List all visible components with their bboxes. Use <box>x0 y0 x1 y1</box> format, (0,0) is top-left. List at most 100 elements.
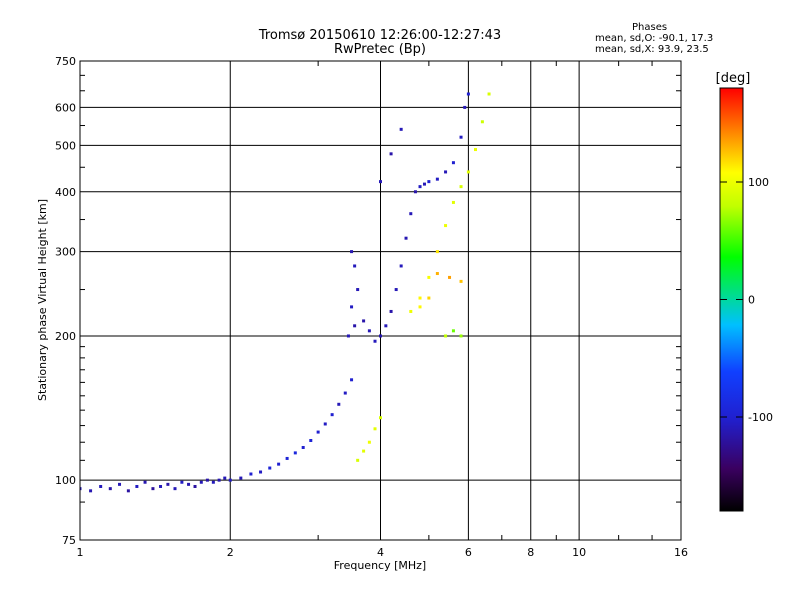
data-point <box>389 152 393 156</box>
data-point <box>356 458 360 462</box>
colorbar-ticks: 100 0 -100 <box>720 176 773 424</box>
colorbar-tick-label: 0 <box>748 294 755 307</box>
data-point <box>473 148 477 152</box>
data-point <box>259 470 263 474</box>
data-point <box>199 480 203 484</box>
data-point <box>285 456 289 460</box>
data-point <box>459 135 463 139</box>
data-point <box>151 487 155 491</box>
y-tick-label: 500 <box>55 139 76 152</box>
data-point <box>444 224 448 228</box>
data-point <box>448 275 452 279</box>
data-point <box>466 92 470 96</box>
data-point <box>435 272 439 276</box>
y-tick-label: 200 <box>55 330 76 343</box>
data-point <box>350 250 354 254</box>
chart-title: Tromsø 20150610 12:26:00-12:27:43 <box>258 28 502 43</box>
x-tick-label: 8 <box>527 546 534 559</box>
data-point <box>330 413 334 417</box>
data-point <box>384 324 388 328</box>
data-point <box>353 264 357 268</box>
data-point <box>205 478 209 482</box>
data-point <box>89 489 93 493</box>
y-axis-ticks: 75 100 200 300 400 500 600 750 <box>55 55 681 547</box>
data-point <box>301 445 305 449</box>
x-tick-label: 10 <box>572 546 586 559</box>
data-point <box>435 177 439 181</box>
data-point <box>444 334 448 338</box>
data-point <box>350 305 354 309</box>
data-point <box>277 462 281 466</box>
grid-lines <box>80 61 681 540</box>
data-point <box>427 275 431 279</box>
data-point <box>135 484 139 488</box>
x-axis-ticks: 1 2 4 6 8 10 16 <box>77 61 688 559</box>
data-point <box>451 329 455 333</box>
phase-heading: Phases <box>632 22 668 33</box>
data-point <box>451 161 455 165</box>
data-point <box>159 484 163 488</box>
data-point <box>211 480 215 484</box>
x-tick-label: 4 <box>377 546 384 559</box>
data-point <box>309 439 313 443</box>
data-point <box>362 319 366 323</box>
data-point <box>323 422 327 426</box>
data-point <box>268 466 272 470</box>
data-point <box>480 120 484 124</box>
data-point <box>466 170 470 174</box>
data-point <box>418 185 422 189</box>
data-point <box>379 416 382 420</box>
data-point <box>427 180 431 184</box>
data-point <box>404 236 408 240</box>
y-tick-label: 400 <box>55 186 76 199</box>
data-point <box>362 449 366 453</box>
data-point <box>187 482 191 486</box>
colorbar-tick-label: -100 <box>748 411 773 424</box>
data-point <box>451 200 455 204</box>
data-point <box>373 427 377 431</box>
data-point <box>143 480 147 484</box>
data-point <box>118 482 122 486</box>
data-point <box>487 92 491 96</box>
x-tick-label: 2 <box>227 546 234 559</box>
y-tick-label: 75 <box>62 534 76 547</box>
y-tick-label: 600 <box>55 101 76 114</box>
data-point <box>180 480 184 484</box>
x-axis-label: Frequency [MHz] <box>334 559 426 572</box>
data-point <box>343 391 347 395</box>
data-point <box>394 288 398 292</box>
data-point <box>367 329 371 333</box>
data-point <box>108 487 112 491</box>
data-point <box>379 334 382 338</box>
x-tick-label: 6 <box>465 546 472 559</box>
y-tick-label: 750 <box>55 55 76 68</box>
data-point <box>409 309 413 313</box>
y-tick-label: 100 <box>55 474 76 487</box>
phase-x-stats: mean, sd,X: 93.9, 23.5 <box>595 44 709 55</box>
data-point <box>228 478 232 482</box>
data-point <box>316 430 320 434</box>
data-point <box>166 482 170 486</box>
data-point <box>249 472 253 476</box>
data-point <box>422 182 426 186</box>
data-point <box>367 440 371 444</box>
colorbar-tick-label: 100 <box>748 176 769 189</box>
y-tick-label: 300 <box>55 246 76 259</box>
data-point <box>399 127 403 131</box>
data-point <box>459 185 463 189</box>
data-point <box>459 279 463 283</box>
data-points <box>80 92 491 493</box>
data-point <box>193 484 197 488</box>
data-point <box>427 296 431 300</box>
data-point <box>99 484 103 488</box>
data-point <box>293 451 297 455</box>
data-point <box>389 309 393 313</box>
y-axis-label: Stationary phase Virtual Height [km] <box>36 199 49 401</box>
data-point <box>346 334 350 338</box>
data-point <box>80 487 82 491</box>
data-point <box>223 476 227 480</box>
plot-frame <box>79 60 682 541</box>
data-point <box>353 324 357 328</box>
data-point <box>173 487 177 491</box>
